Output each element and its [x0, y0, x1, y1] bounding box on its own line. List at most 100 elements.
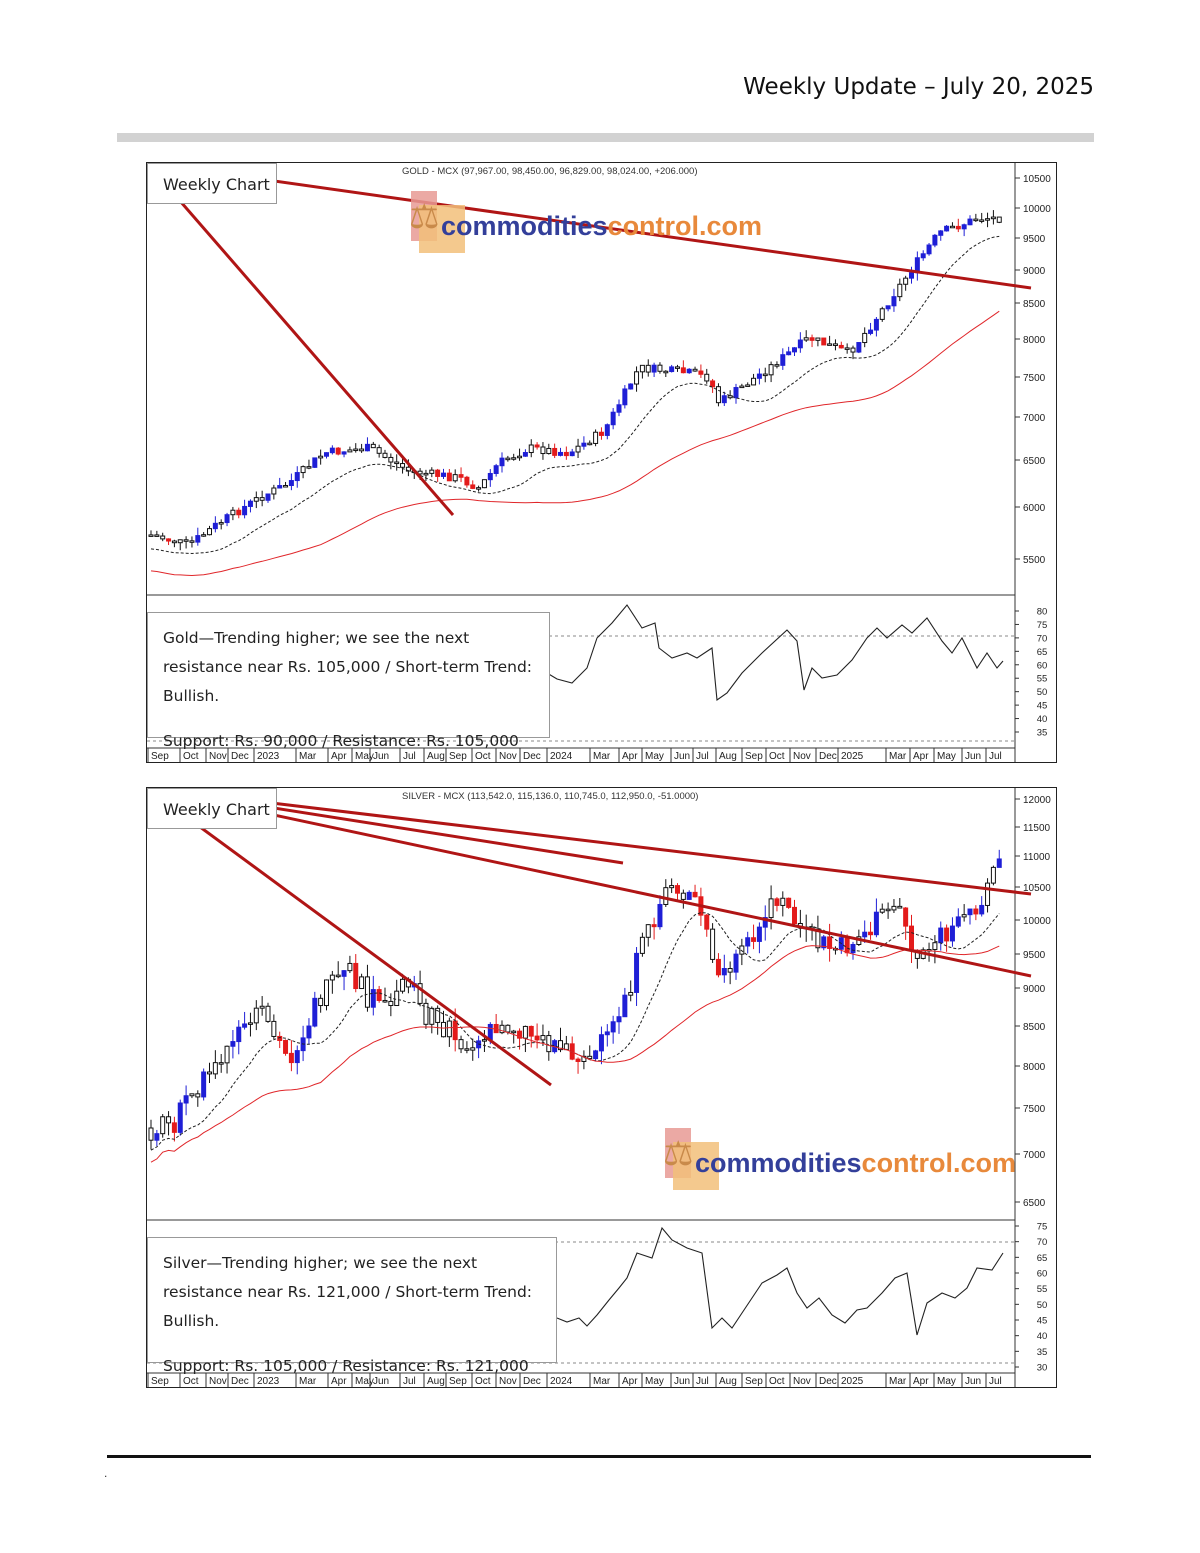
time-axis-label: May — [645, 1376, 664, 1387]
candle-body — [329, 974, 335, 981]
time-axis-label: Oct — [769, 1376, 785, 1387]
candle-body — [558, 1040, 563, 1051]
candle-body — [429, 469, 435, 474]
candle-body — [212, 1062, 218, 1075]
indicator-tick-label: 75 — [1037, 620, 1048, 631]
candle-body — [756, 926, 762, 942]
candle-body — [499, 1024, 505, 1034]
price-tick-label: 8000 — [1023, 335, 1046, 346]
time-axis-label: Dec — [523, 1376, 541, 1387]
candle-body — [780, 897, 786, 906]
candle-body — [990, 866, 996, 884]
candle-body — [470, 484, 476, 489]
candle-body — [388, 1000, 394, 1007]
candle-body — [663, 887, 669, 905]
candle-body — [634, 952, 640, 993]
candle-body — [903, 277, 909, 285]
gold-chart-panel: GOLD - MCX (97,967.00, 98,450.00, 96,829… — [146, 162, 1057, 763]
candle-body — [534, 444, 540, 448]
time-axis-label: May — [355, 751, 374, 762]
time-axis-label: Aug — [719, 751, 737, 762]
candle-body — [487, 1023, 493, 1041]
silver-chart-svg: SILVER - MCX (113,542.0, 115,136.0, 110,… — [147, 788, 1051, 1387]
candle-body — [452, 474, 458, 482]
candle-body — [230, 1041, 236, 1047]
candle-body — [955, 225, 961, 230]
candle-body — [838, 344, 844, 349]
candle-body — [341, 970, 347, 977]
time-axis-label: Oct — [769, 751, 785, 762]
indicator-tick-label: 50 — [1037, 687, 1048, 698]
indicator-tick-label: 80 — [1037, 607, 1048, 618]
candle-body — [171, 1122, 177, 1133]
candle-body — [324, 979, 329, 1007]
candle-body — [891, 905, 897, 911]
candle-body — [294, 472, 300, 482]
candle-body — [786, 897, 792, 908]
price-tick-label: 10500 — [1023, 174, 1051, 185]
candle-body — [563, 451, 569, 457]
price-tick-label: 10000 — [1023, 204, 1051, 215]
candle-body — [821, 936, 827, 949]
candle-body — [306, 1025, 312, 1039]
candle-body — [400, 978, 406, 992]
time-axis-label: 2023 — [257, 1376, 280, 1387]
candle-body — [452, 1020, 458, 1041]
time-axis-label: Oct — [183, 1376, 199, 1387]
candle-body — [318, 997, 324, 1007]
time-axis-label: Nov — [499, 751, 517, 762]
silver-chart-label: Weekly Chart — [147, 788, 277, 829]
candle-body — [294, 1050, 300, 1064]
candle-body — [476, 487, 482, 490]
price-tick-label: 8500 — [1023, 299, 1046, 310]
candle-body — [955, 916, 961, 927]
candle-body — [944, 927, 950, 942]
candle-body — [669, 885, 675, 889]
candle-body — [148, 1127, 154, 1141]
candle-body — [628, 991, 634, 996]
candle-body — [481, 479, 487, 489]
time-axis-label: May — [937, 1376, 956, 1387]
candle-body — [370, 989, 376, 1008]
price-tick-label: 10000 — [1023, 916, 1051, 927]
candle-body — [967, 908, 973, 916]
candle-body — [382, 452, 388, 458]
price-tick-label: 9500 — [1023, 234, 1046, 245]
moving-average-fast — [150, 235, 1000, 555]
chart-ohlc-title: GOLD - MCX (97,967.00, 98,450.00, 96,829… — [402, 166, 698, 177]
candle-body — [177, 539, 183, 544]
candle-body — [160, 1116, 166, 1135]
time-axis-label: Sep — [745, 751, 763, 762]
candle-body — [230, 509, 236, 516]
scale-icon: ⚖ — [663, 1135, 694, 1173]
candle-body — [967, 218, 973, 226]
logo-block-orange — [419, 205, 465, 253]
candle-body — [312, 457, 318, 468]
candle-body — [154, 534, 160, 537]
price-tick-label: 12000 — [1023, 795, 1051, 806]
time-axis-label: Aug — [427, 751, 445, 762]
candle-body — [920, 253, 926, 259]
candle-body — [850, 347, 856, 353]
candle-body — [792, 347, 797, 353]
candle-body — [745, 384, 751, 387]
support-trendline — [147, 788, 1032, 978]
price-tick-label: 7000 — [1023, 1150, 1046, 1161]
gold-chart-label: Weekly Chart — [147, 163, 277, 204]
candle-body — [780, 354, 786, 366]
candle-body — [751, 377, 757, 386]
candle-body — [154, 1133, 160, 1141]
candle-body — [710, 928, 716, 960]
price-tick-label: 10500 — [1023, 883, 1051, 894]
time-axis-label: Sep — [151, 751, 169, 762]
indicator-tick-label: 70 — [1037, 1237, 1048, 1248]
time-axis-label: Dec — [231, 1376, 249, 1387]
indicator-tick-label: 30 — [1037, 1363, 1048, 1374]
time-axis-label: May — [355, 1376, 374, 1387]
price-tick-label: 6500 — [1023, 1198, 1046, 1209]
candle-body — [938, 927, 944, 944]
candle-body — [821, 337, 827, 346]
time-axis-label: May — [937, 751, 956, 762]
time-axis-label: Jun — [373, 1376, 389, 1387]
candle-body — [242, 1023, 248, 1028]
